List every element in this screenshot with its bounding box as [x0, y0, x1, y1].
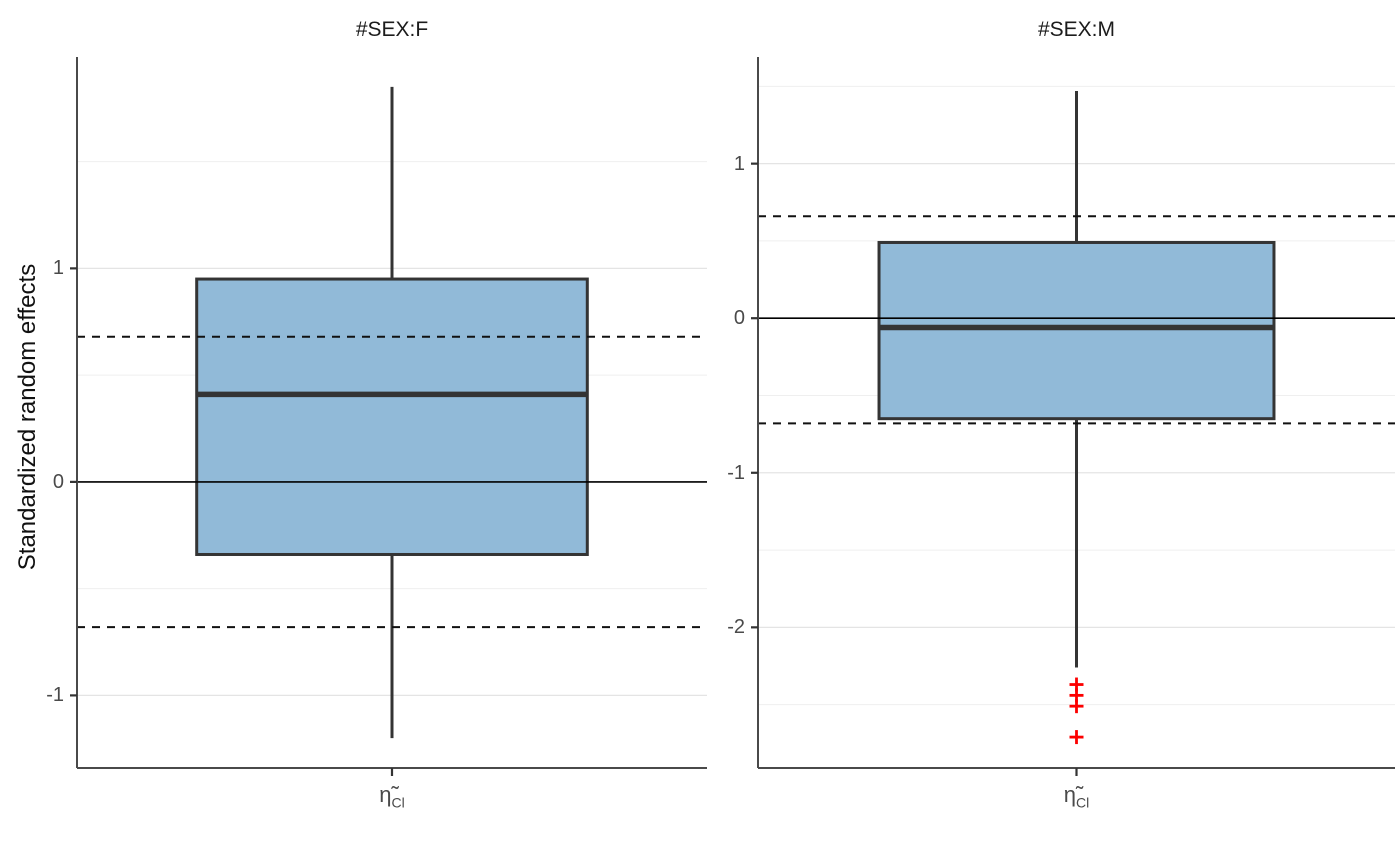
- panel-title-sex-f: #SEX:F: [355, 18, 429, 41]
- y-tick-label: 0: [52, 470, 64, 493]
- eta-subscript: Cl: [391, 794, 405, 811]
- eta-subscript: Cl: [1076, 794, 1090, 811]
- y-tick-label: 1: [733, 152, 745, 175]
- y-tick-label: 0: [733, 307, 745, 330]
- boxplot-svg-sex-f: [70, 57, 707, 776]
- y-tick-label: -2: [727, 616, 745, 639]
- y-tick-label: 1: [52, 257, 64, 280]
- eta-symbol: η̃: [379, 782, 392, 807]
- panel-title-sex-m: #SEX:M: [1037, 18, 1116, 41]
- eta-symbol: η̃: [1063, 782, 1076, 807]
- x-tick-label-eta-cl-f: η̃Cl: [77, 780, 707, 814]
- y-tick-label: -1: [727, 461, 745, 484]
- y-axis-title: Standardized random effects: [14, 263, 41, 571]
- box: [195, 277, 589, 556]
- x-tick-label-eta-cl-m: η̃Cl: [758, 780, 1395, 814]
- y-tick-label: -1: [46, 684, 64, 707]
- box: [877, 240, 1276, 421]
- boxplot-svg-sex-m: [751, 57, 1395, 776]
